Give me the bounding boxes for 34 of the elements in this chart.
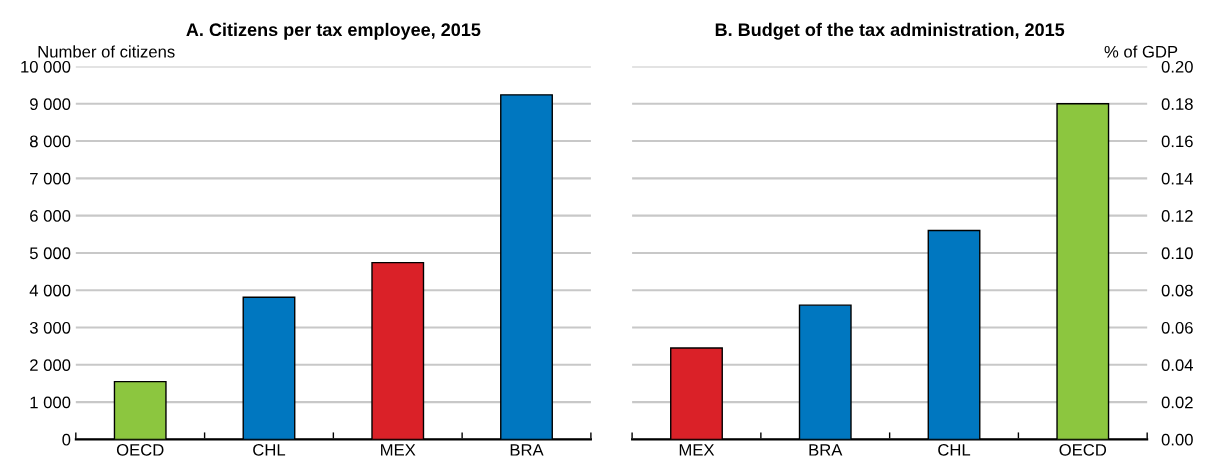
y-tick-label: 2 000: [30, 359, 71, 371]
y-tick-label: 4 000: [29, 284, 71, 297]
y-tick-label: 7 000: [30, 172, 71, 185]
x-tick-label: MEX: [381, 444, 416, 456]
y-tick-label: 0.18: [1161, 98, 1193, 110]
x-tick-label: CHL: [253, 443, 286, 456]
x-tick-label: CHL: [938, 443, 971, 456]
y-tick-label: 10 000: [21, 60, 71, 73]
y-tick-label: 0.10: [1161, 247, 1193, 260]
y-axis-title: Number of citizens: [38, 45, 175, 58]
y-tick-label: 0.08: [1161, 284, 1193, 297]
x-tick-label: OECD: [116, 443, 164, 456]
y-tick-label: 0.06: [1161, 321, 1193, 334]
y-tick-label: 6 000: [30, 210, 71, 222]
y-tick-label: 5 000: [29, 247, 71, 260]
y-tick-label: 0.04: [1161, 359, 1194, 371]
x-tick-label: BRA: [510, 444, 544, 456]
x-tick-label: OECD: [1059, 443, 1107, 456]
y-axis-title: % of GDP: [1104, 45, 1178, 58]
y-tick-label: 0.14: [1161, 172, 1194, 185]
x-tick-label: BRA: [809, 444, 843, 456]
y-tick-label: 8 000: [29, 135, 71, 148]
y-tick-label: 0.16: [1161, 135, 1193, 148]
y-tick-label: 9 000: [30, 98, 71, 110]
chart-title: A. Citizens per tax employee, 2015: [186, 22, 481, 40]
y-tick-label: 0.12: [1161, 210, 1193, 222]
x-tick-label: MEX: [679, 444, 715, 456]
y-tick-label: 0.00: [1161, 433, 1193, 446]
y-tick-label: 0.20: [1161, 60, 1193, 73]
y-tick-label: 1 000: [30, 396, 71, 409]
chart-title: B. Budget of the tax administration, 2015: [715, 22, 1065, 40]
y-tick-label: 0.02: [1161, 396, 1193, 409]
y-tick-label: 0: [62, 433, 71, 446]
y-tick-label: 3 000: [29, 321, 71, 334]
